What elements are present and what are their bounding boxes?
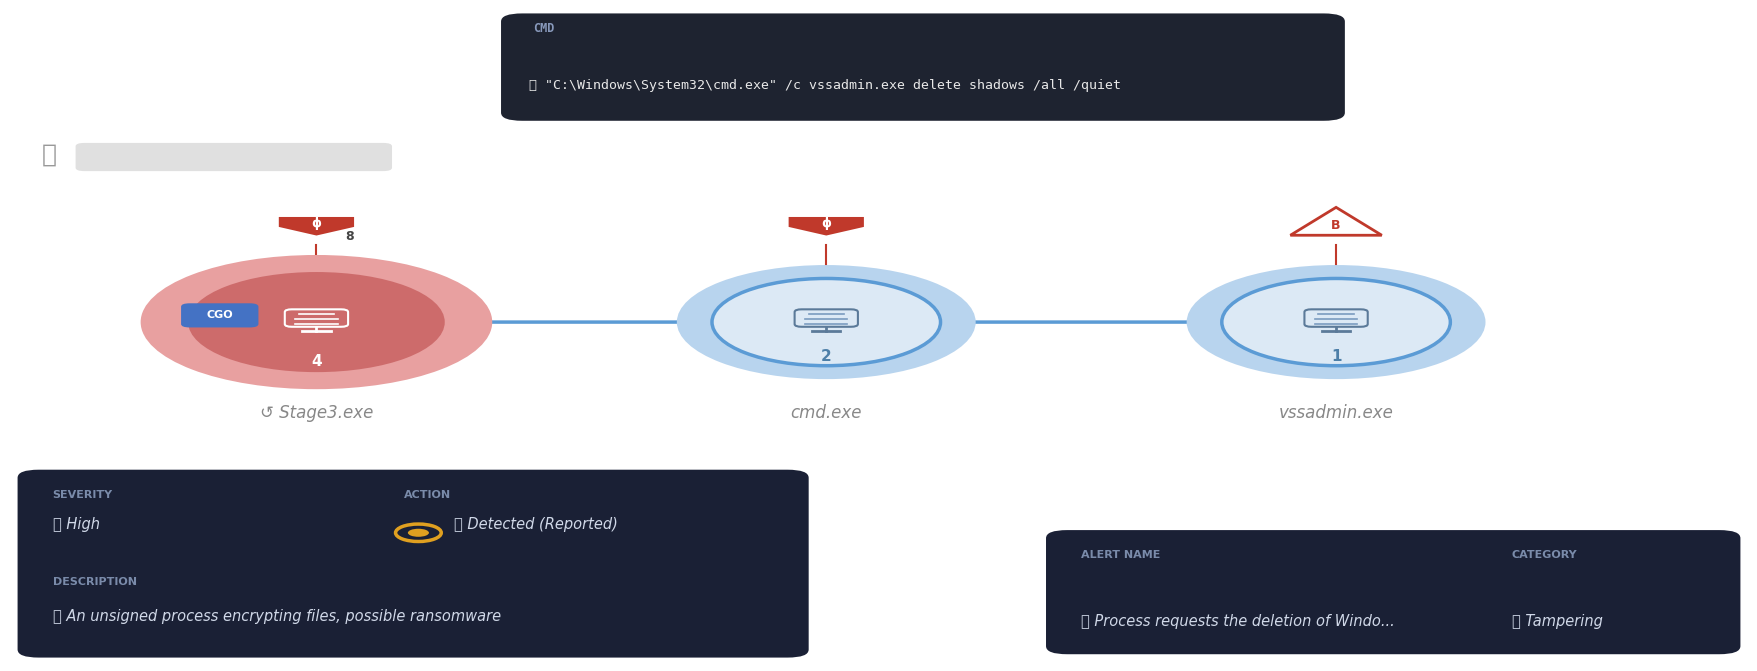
- Polygon shape: [278, 216, 355, 237]
- FancyBboxPatch shape: [18, 470, 808, 658]
- Text: 1: 1: [1330, 350, 1341, 364]
- Text: 🗋 An unsigned process encrypting files, possible ransomware: 🗋 An unsigned process encrypting files, …: [53, 609, 501, 623]
- Circle shape: [1186, 265, 1485, 379]
- Circle shape: [1221, 278, 1450, 366]
- Text: 🗋 Process requests the deletion of Windo...: 🗋 Process requests the deletion of Windo…: [1081, 614, 1393, 629]
- Text: CGO: CGO: [206, 311, 234, 320]
- Circle shape: [408, 529, 429, 537]
- FancyBboxPatch shape: [501, 13, 1344, 121]
- Text: SEVERITY: SEVERITY: [53, 490, 112, 500]
- Text: 4: 4: [311, 354, 322, 369]
- Text: ALERT NAME: ALERT NAME: [1081, 550, 1160, 560]
- Text: B: B: [1330, 219, 1341, 232]
- Text: ϕ: ϕ: [821, 217, 831, 230]
- Circle shape: [712, 278, 940, 366]
- Polygon shape: [787, 216, 864, 237]
- Text: vssadmin.exe: vssadmin.exe: [1277, 404, 1393, 421]
- Text: cmd.exe: cmd.exe: [791, 404, 861, 421]
- Text: ↺ Stage3.exe: ↺ Stage3.exe: [260, 404, 372, 421]
- Circle shape: [190, 274, 443, 370]
- Circle shape: [676, 265, 975, 379]
- Text: 🗋 Tampering: 🗋 Tampering: [1511, 614, 1602, 629]
- Text: ϕ: ϕ: [311, 217, 322, 230]
- Text: CATEGORY: CATEGORY: [1511, 550, 1576, 560]
- FancyBboxPatch shape: [76, 143, 392, 171]
- Text: ACTION: ACTION: [404, 490, 452, 500]
- Text: CMD: CMD: [532, 22, 553, 35]
- FancyBboxPatch shape: [181, 303, 258, 327]
- Circle shape: [141, 255, 492, 389]
- Text: DESCRIPTION: DESCRIPTION: [53, 577, 137, 587]
- Text: 2: 2: [821, 350, 831, 364]
- Text: ⁠👤: ⁠👤: [42, 142, 56, 166]
- Polygon shape: [1290, 207, 1381, 236]
- Text: 🗋 "C:\Windows\System32\cmd.exe" /c vssadmin.exe delete shadows /all /quiet: 🗋 "C:\Windows\System32\cmd.exe" /c vssad…: [529, 79, 1121, 91]
- Text: 🗋 High: 🗋 High: [53, 517, 100, 531]
- Text: 🗋 Detected (Reported): 🗋 Detected (Reported): [453, 517, 617, 532]
- FancyBboxPatch shape: [1045, 530, 1739, 654]
- Text: 8: 8: [346, 230, 353, 244]
